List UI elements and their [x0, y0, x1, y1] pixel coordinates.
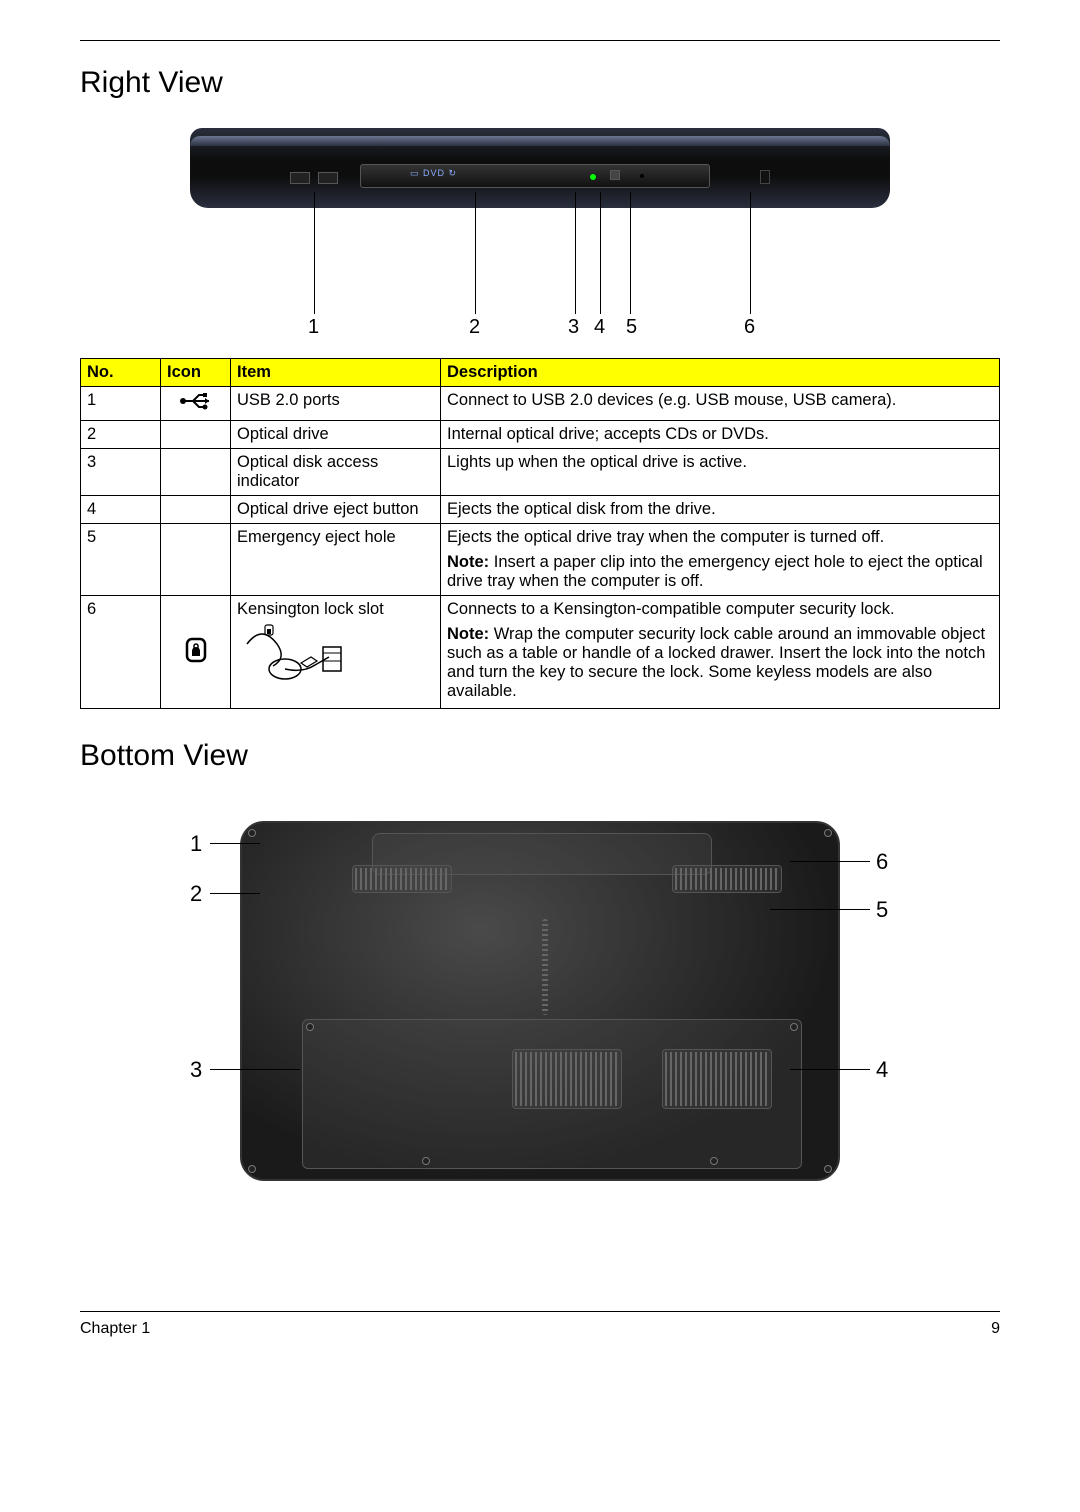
th-item: Item [231, 359, 441, 387]
callout-line [790, 1069, 870, 1070]
callout-line [475, 192, 476, 314]
cell-icon [161, 387, 231, 421]
callout-number: 5 [626, 316, 637, 339]
cell-no: 5 [81, 524, 161, 596]
cell-icon [161, 421, 231, 449]
callout-number: 1 [308, 316, 319, 339]
cell-icon [161, 496, 231, 524]
callout-number: 4 [594, 316, 605, 339]
cell-desc: Internal optical drive; accepts CDs or D… [441, 421, 1000, 449]
callout-line [575, 192, 576, 314]
callout-number: 4 [876, 1057, 888, 1083]
cell-icon [161, 449, 231, 496]
figure-right-view: ▭ DVD ↻ 1 2 345 6 [190, 128, 890, 338]
th-desc: Description [441, 359, 1000, 387]
heading-bottom-view: Bottom View [80, 739, 1000, 773]
callout-line [600, 192, 601, 314]
callout-number: 2 [469, 316, 480, 339]
top-rule [80, 40, 1000, 41]
callout-number: 6 [876, 849, 888, 875]
cell-no: 1 [81, 387, 161, 421]
callout-number: 1 [190, 831, 202, 857]
cell-no: 3 [81, 449, 161, 496]
table-row: 3 Optical disk access indicatorLights up … [81, 449, 1000, 496]
cell-icon [161, 524, 231, 596]
cell-desc: Connects to a Kensington-compatible comp… [441, 596, 1000, 709]
callout-line [210, 893, 260, 894]
cell-item: Emergency eject hole [231, 524, 441, 596]
table-row: 5 Emergency eject holeEjects the optical … [81, 524, 1000, 596]
cell-item: Optical drive [231, 421, 441, 449]
footer: Chapter 1 9 [80, 1311, 1000, 1338]
callout-line [314, 192, 315, 314]
callout-number: 2 [190, 881, 202, 907]
table-row: 6 Kensington lock slotConnects to a Kensi… [81, 596, 1000, 709]
cell-item: USB 2.0 ports [231, 387, 441, 421]
usb-icon [179, 391, 213, 411]
kensington-lock-icon [183, 635, 209, 665]
callout-line [750, 192, 751, 314]
callout-number: 3 [190, 1057, 202, 1083]
callout-line [770, 909, 870, 910]
lock-cable-drawing [237, 619, 347, 699]
callout-number: 3 [568, 316, 579, 339]
cell-no: 6 [81, 596, 161, 709]
heading-right-view: Right View [80, 66, 1000, 100]
cell-item: Optical drive eject button [231, 496, 441, 524]
table-row: 2 Optical driveInternal optical drive; ac… [81, 421, 1000, 449]
callout-line [630, 192, 631, 314]
footer-chapter: Chapter 1 [80, 1320, 150, 1338]
table-row: 4 Optical drive eject buttonEjects the op… [81, 496, 1000, 524]
cell-icon [161, 596, 231, 709]
laptop-bottom-illustration [240, 821, 840, 1181]
callout-number: 6 [744, 316, 755, 339]
callout-number: 5 [876, 897, 888, 923]
cell-no: 2 [81, 421, 161, 449]
laptop-side-illustration: ▭ DVD ↻ [190, 128, 890, 208]
cell-no: 4 [81, 496, 161, 524]
callout-line [210, 1069, 300, 1070]
callout-line [790, 861, 870, 862]
callout-line [210, 843, 260, 844]
cell-desc: Connect to USB 2.0 devices (e.g. USB mou… [441, 387, 1000, 421]
right-view-table: No. Icon Item Description 1 USB 2.0 ports… [80, 358, 1000, 709]
cell-item: Kensington lock slot [231, 596, 441, 709]
footer-page: 9 [991, 1320, 1000, 1338]
cell-item: Optical disk access indicator [231, 449, 441, 496]
cell-desc: Ejects the optical drive tray when the c… [441, 524, 1000, 596]
cell-desc: Lights up when the optical drive is acti… [441, 449, 1000, 496]
cell-desc: Ejects the optical disk from the drive. [441, 496, 1000, 524]
figure-bottom-view: 1 2 3 6 5 4 [150, 801, 930, 1201]
th-no: No. [81, 359, 161, 387]
table-row: 1 USB 2.0 portsConnect to USB 2.0 devices… [81, 387, 1000, 421]
th-icon: Icon [161, 359, 231, 387]
